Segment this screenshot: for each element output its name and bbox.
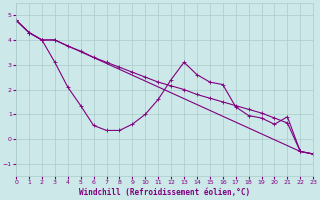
X-axis label: Windchill (Refroidissement éolien,°C): Windchill (Refroidissement éolien,°C) — [79, 188, 250, 197]
